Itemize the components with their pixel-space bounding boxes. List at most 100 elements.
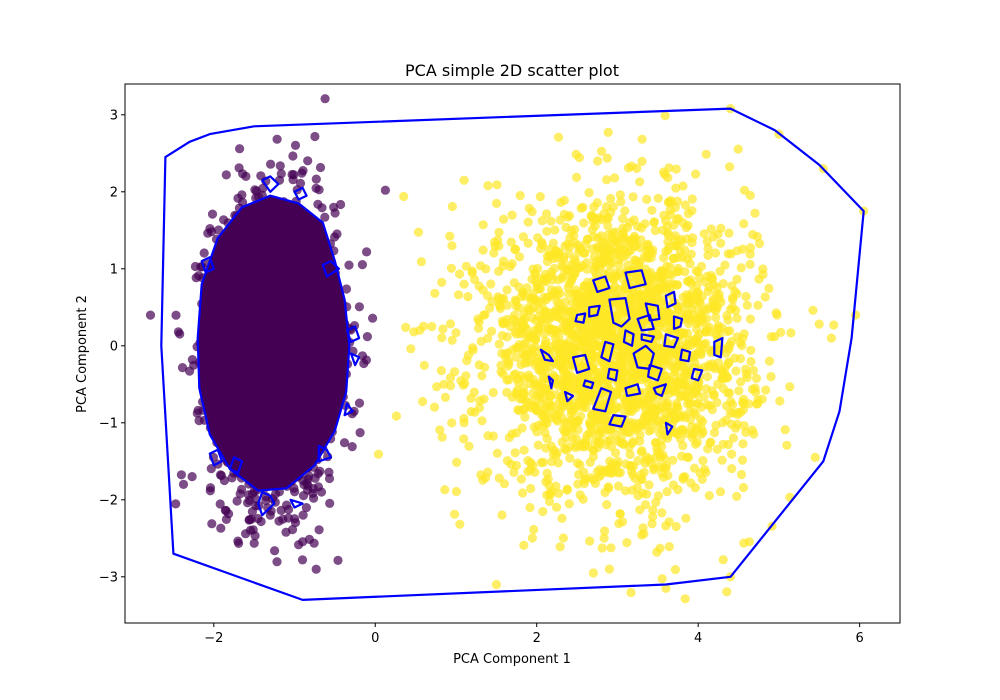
scatter-point <box>527 274 537 284</box>
scatter-point <box>610 173 620 183</box>
scatter-point <box>722 326 732 337</box>
scatter-point <box>651 409 661 419</box>
scatter-point <box>704 322 714 332</box>
scatter-point <box>455 269 465 279</box>
scatter-point <box>451 328 461 338</box>
scatter-point <box>298 510 308 520</box>
scatter-point <box>716 223 726 233</box>
scatter-point <box>564 499 574 509</box>
scatter-point <box>469 387 479 397</box>
scatter-point <box>716 238 726 248</box>
scatter-point <box>523 467 533 477</box>
scatter-point <box>621 459 631 469</box>
scatter-point <box>738 244 748 254</box>
scatter-point <box>541 209 552 219</box>
scatter-point <box>662 315 672 325</box>
scatter-point <box>570 238 580 248</box>
scatter-point <box>650 225 660 236</box>
scatter-point <box>602 175 612 185</box>
scatter-point <box>547 311 557 321</box>
scatter-point <box>510 448 520 458</box>
scatter-point <box>612 327 622 338</box>
scatter-point <box>478 220 488 230</box>
scatter-point <box>185 366 195 376</box>
series-2 <box>373 104 869 604</box>
scatter-point <box>766 332 776 342</box>
scatter-point <box>516 474 527 484</box>
scatter-point <box>542 226 552 236</box>
scatter-point <box>494 339 504 349</box>
scatter-point <box>718 418 728 428</box>
scatter-point <box>542 418 552 429</box>
scatter-point <box>304 471 314 481</box>
scatter-point <box>666 361 676 371</box>
scatter-point <box>525 502 535 513</box>
scatter-point <box>611 235 621 245</box>
scatter-point <box>618 439 628 449</box>
scatter-point <box>647 519 657 529</box>
scatter-point <box>250 494 260 504</box>
scatter-point <box>602 249 612 259</box>
scatter-point <box>463 350 473 360</box>
scatter-point <box>746 345 756 355</box>
scatter-point <box>511 369 521 379</box>
scatter-point <box>602 500 612 510</box>
scatter-point <box>734 386 744 396</box>
scatter-point <box>538 506 548 517</box>
scatter-point <box>673 403 683 413</box>
scatter-point <box>677 378 687 388</box>
scatter-point <box>599 237 609 248</box>
scatter-point <box>452 457 462 467</box>
scatter-point <box>564 289 574 299</box>
scatter-point <box>686 279 697 289</box>
scatter-point <box>533 420 543 431</box>
scatter-point <box>663 173 673 183</box>
scatter-point <box>529 400 539 410</box>
scatter-point <box>588 568 599 578</box>
scatter-point <box>585 536 595 546</box>
scatter-point <box>502 285 512 295</box>
scatter-point <box>529 524 539 535</box>
scatter-point <box>715 266 725 276</box>
scatter-point <box>311 564 321 574</box>
scatter-point <box>355 428 365 438</box>
scatter-point <box>526 483 536 494</box>
scatter-point <box>691 266 701 276</box>
scatter-point <box>712 397 722 408</box>
scatter-point <box>726 249 736 259</box>
scatter-point <box>750 208 760 218</box>
scatter-point <box>250 531 260 541</box>
scatter-point <box>637 446 647 456</box>
scatter-point <box>736 263 746 273</box>
scatter-point <box>696 415 706 425</box>
scatter-point <box>576 203 586 213</box>
scatter-point <box>672 240 682 251</box>
scatter-point <box>523 217 533 227</box>
scatter-point <box>543 474 553 484</box>
scatter-point <box>290 487 300 497</box>
scatter-point <box>502 300 513 310</box>
scatter-point <box>642 194 652 204</box>
scatter-point <box>593 443 603 453</box>
scatter-point <box>593 319 604 329</box>
scatter-point <box>557 323 567 333</box>
scatter-point <box>548 410 558 420</box>
scatter-point <box>614 255 624 265</box>
scatter-point <box>380 185 390 195</box>
scatter-point <box>523 238 533 248</box>
scatter-point <box>314 525 324 535</box>
scatter-point <box>566 226 577 236</box>
scatter-point <box>459 434 469 444</box>
scatter-point <box>682 328 693 338</box>
scatter-point <box>691 439 701 449</box>
scatter-point <box>686 340 696 351</box>
scatter-point <box>662 261 672 271</box>
scatter-point <box>720 260 730 270</box>
scatter-point <box>701 149 711 159</box>
scatter-point <box>419 360 429 370</box>
scatter-point <box>748 229 758 240</box>
scatter-point <box>263 503 273 513</box>
scatter-point <box>536 458 546 468</box>
scatter-point <box>552 502 562 512</box>
scatter-point <box>814 319 824 329</box>
